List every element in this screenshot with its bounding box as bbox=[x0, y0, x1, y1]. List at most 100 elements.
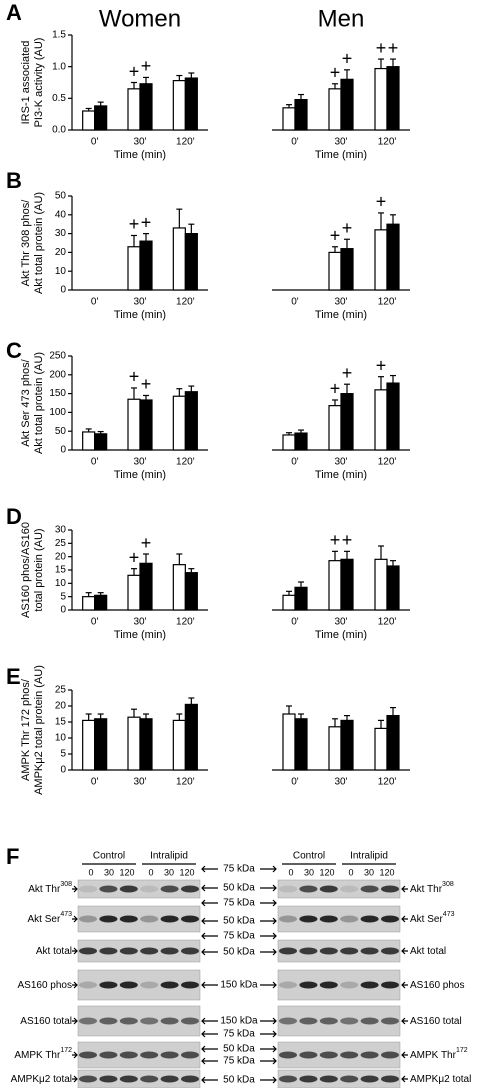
x-tick-label: 120' bbox=[176, 137, 195, 148]
bar bbox=[139, 83, 153, 131]
bar bbox=[328, 560, 342, 611]
marker-label: 50 kDa bbox=[223, 1075, 255, 1086]
row-arrow bbox=[72, 1075, 78, 1083]
blot-strip bbox=[277, 969, 401, 1001]
row-label-sup: 308 bbox=[60, 881, 72, 888]
blot-band bbox=[140, 915, 159, 923]
x-tick-label: 120' bbox=[378, 297, 397, 308]
row-arrow bbox=[72, 947, 78, 955]
significance-mark: + bbox=[129, 547, 140, 567]
row-label-text: AMPKμ2 total bbox=[410, 1074, 471, 1085]
y-tick-label: 40 bbox=[55, 209, 67, 220]
y-tick-label: 5 bbox=[60, 591, 66, 602]
x-tick-label: 0' bbox=[291, 457, 299, 468]
bar bbox=[328, 405, 342, 451]
blot-band bbox=[160, 885, 179, 893]
blot-band bbox=[160, 1051, 179, 1059]
marker-arrow bbox=[201, 865, 218, 873]
blot-strip bbox=[277, 1041, 401, 1069]
lane-label: 0 bbox=[348, 867, 353, 877]
y-tick-label: 5 bbox=[60, 749, 66, 760]
marker-arrow bbox=[260, 1045, 277, 1053]
row-arrow bbox=[401, 915, 408, 923]
blot-band bbox=[340, 981, 359, 989]
bar bbox=[386, 565, 400, 611]
blot-band bbox=[181, 947, 199, 955]
blot-strip bbox=[277, 1069, 401, 1088]
blot-band bbox=[140, 1017, 159, 1025]
lane-label: 30 bbox=[304, 867, 314, 877]
bar bbox=[282, 713, 296, 771]
row-label-sup: 172 bbox=[456, 1047, 468, 1054]
blot-strip bbox=[77, 1005, 201, 1037]
blot-strip bbox=[77, 905, 201, 933]
group-label: Intralipid bbox=[350, 851, 388, 862]
blot-band bbox=[319, 1017, 338, 1025]
significance-mark: + bbox=[342, 363, 353, 383]
blot-strip bbox=[77, 939, 201, 963]
row-label-text: Akt Thr bbox=[410, 884, 443, 895]
blot-band bbox=[140, 947, 159, 955]
x-tick-label: 120' bbox=[378, 137, 397, 148]
blot-band bbox=[160, 1075, 179, 1083]
marker-label: 50 kDa bbox=[223, 916, 255, 927]
x-tick-label: 0' bbox=[291, 297, 299, 308]
y-tick-label: 25 bbox=[55, 538, 67, 549]
blot-band bbox=[279, 915, 297, 923]
chart-title: Men bbox=[318, 5, 365, 32]
x-tick-label: 120' bbox=[176, 457, 195, 468]
row-label-left: Akt Thr308 bbox=[28, 881, 72, 895]
marker-arrow bbox=[201, 1017, 218, 1025]
blot-band bbox=[299, 1051, 318, 1059]
row-label-left: AS160 total bbox=[20, 1016, 72, 1027]
blot-strip bbox=[277, 939, 401, 963]
x-tick-label: 0' bbox=[91, 617, 99, 628]
blot-strip bbox=[77, 1069, 201, 1088]
x-tick-label: 30' bbox=[334, 297, 347, 308]
bar bbox=[328, 251, 342, 291]
marker-label: 75 kDa bbox=[223, 931, 255, 942]
bar bbox=[94, 594, 108, 611]
blot-band bbox=[119, 915, 138, 923]
row-arrow bbox=[401, 1075, 408, 1083]
bar bbox=[127, 88, 141, 131]
y-tick-label: 0.5 bbox=[52, 93, 66, 104]
x-tick-label: 0' bbox=[91, 137, 99, 148]
x-axis-label: Time (min) bbox=[315, 149, 367, 161]
blot-band bbox=[160, 915, 179, 923]
marker-label: 75 kDa bbox=[223, 1056, 255, 1067]
bar bbox=[172, 395, 186, 451]
bar bbox=[340, 558, 354, 611]
x-tick-label: 0' bbox=[291, 137, 299, 148]
marker-label: 50 kDa bbox=[223, 947, 255, 958]
group-label: Intralipid bbox=[150, 851, 188, 862]
blot-strip bbox=[277, 879, 401, 899]
blot-band bbox=[319, 915, 338, 923]
blot-band bbox=[340, 915, 359, 923]
blot-band bbox=[181, 1017, 199, 1025]
blot-band bbox=[99, 947, 118, 955]
y-tick-label: 20 bbox=[55, 701, 67, 712]
marker-arrow bbox=[260, 899, 277, 907]
significance-mark: + bbox=[376, 192, 387, 212]
blot-band bbox=[381, 885, 399, 893]
bar bbox=[184, 77, 198, 131]
blot-band bbox=[279, 885, 297, 893]
bar bbox=[172, 719, 186, 771]
bar bbox=[127, 574, 141, 611]
marker-label: 50 kDa bbox=[223, 1044, 255, 1055]
blot-band bbox=[319, 981, 338, 989]
blot-band bbox=[360, 1017, 379, 1025]
bar bbox=[386, 223, 400, 291]
bar bbox=[340, 78, 354, 131]
blot-band bbox=[360, 981, 379, 989]
x-axis-label: Time (min) bbox=[114, 469, 166, 481]
row-arrow bbox=[401, 1051, 408, 1059]
bar bbox=[184, 572, 198, 611]
row-label-text: AMPK Thr bbox=[14, 1050, 61, 1061]
blot-strip bbox=[77, 879, 201, 899]
marker-arrow bbox=[201, 899, 218, 907]
row-label-sup: 473 bbox=[443, 911, 455, 918]
x-tick-label: 30' bbox=[133, 137, 146, 148]
x-tick-label: 0' bbox=[91, 777, 99, 788]
